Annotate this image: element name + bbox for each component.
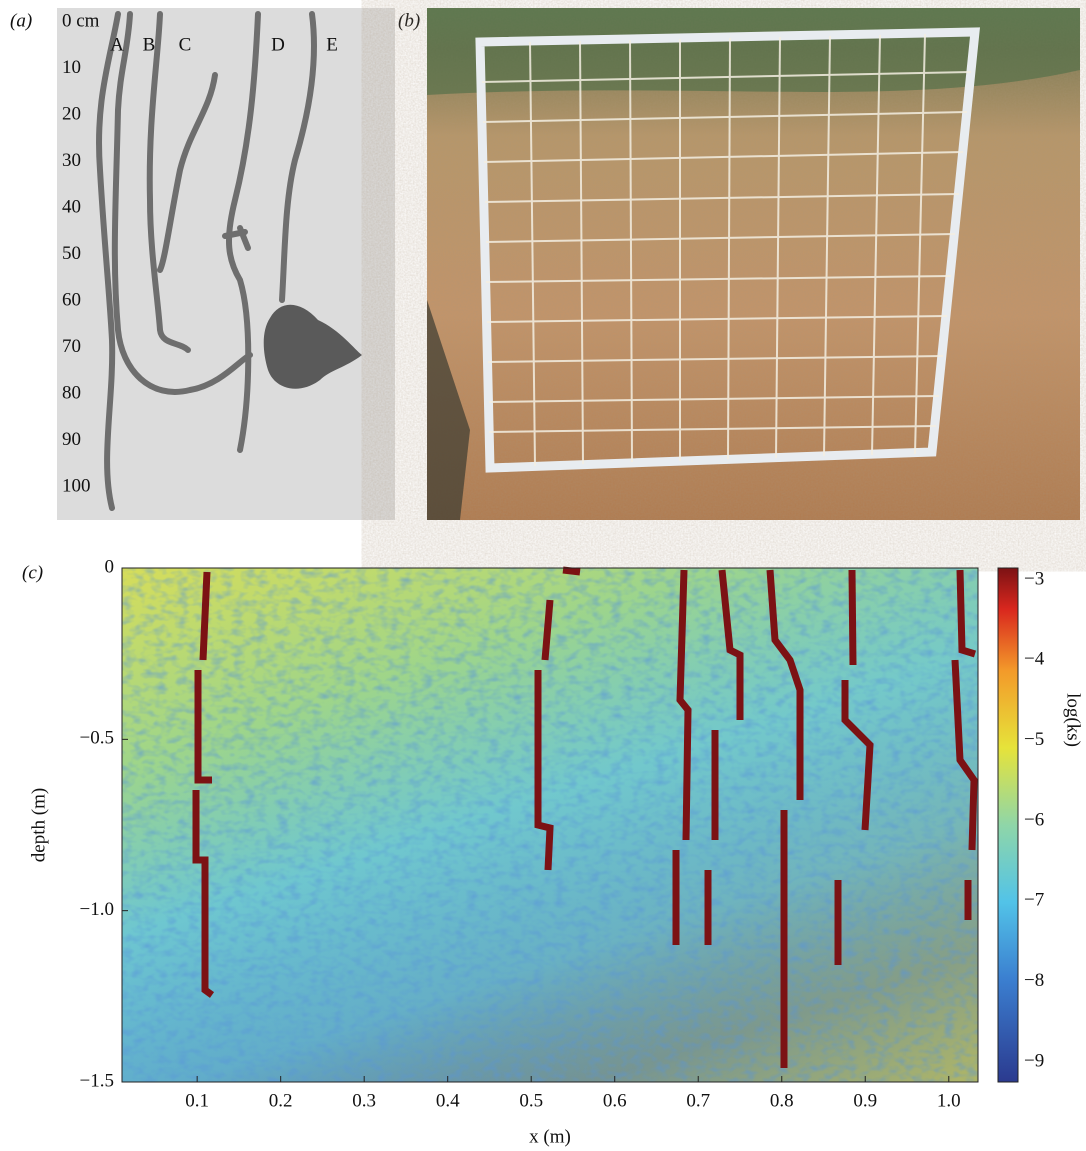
colorbar — [997, 567, 1019, 1083]
x-tick-label: 0.1 — [185, 1090, 209, 1111]
depth-label: 70 — [62, 336, 81, 357]
axes: 0.1 0.2 0.3 0.4 0.5 0.6 0.7 0.8 0.9 1.0 0 −0.5 −1.0 −… — [80, 556, 1045, 1111]
y-tick-label: −1.5 — [80, 1070, 114, 1091]
soil-photo — [427, 8, 1080, 520]
root-channels — [192, 566, 978, 1068]
x-tick-label: 0.9 — [853, 1090, 877, 1111]
x-tick-label: 0.7 — [686, 1090, 710, 1111]
x-tick-label: 0.5 — [519, 1090, 543, 1111]
y-tick-label: 0 — [105, 556, 115, 577]
root-mass — [263, 304, 362, 389]
x-tick-label: 0.2 — [269, 1090, 293, 1111]
colorbar-tick-label: −5 — [1024, 729, 1044, 750]
panel-label: (a) — [10, 10, 32, 31]
x-tick-label: 1.0 — [937, 1090, 961, 1111]
colorbar-tick-label: −3 — [1024, 568, 1044, 589]
x-tick-label: 0.3 — [352, 1090, 376, 1111]
x-tick-label: 0.4 — [436, 1090, 460, 1111]
depth-label: 90 — [62, 429, 81, 450]
root-label: D — [271, 34, 285, 55]
depth-label: 20 — [62, 103, 81, 124]
depth-label: 40 — [62, 196, 81, 217]
depth-label: 0 cm — [62, 10, 100, 31]
depth-label: 30 — [62, 150, 81, 171]
depth-label: 100 — [62, 475, 91, 496]
root-label: C — [179, 34, 192, 55]
depth-label: 80 — [62, 382, 81, 403]
panel-label: (b) — [398, 10, 420, 31]
y-tick-label: −0.5 — [80, 728, 114, 749]
x-tick-label: 0.8 — [770, 1090, 794, 1111]
colorbar-tick-label: −7 — [1024, 890, 1044, 911]
colorbar-tick-label: −9 — [1024, 1050, 1044, 1071]
root-label: E — [326, 34, 338, 55]
depth-label: 60 — [62, 289, 81, 310]
roots — [96, 11, 318, 511]
root-label: A — [110, 34, 124, 55]
panel-label: (c) — [22, 562, 43, 583]
x-axis-label: x (m) — [529, 1126, 571, 1147]
depth-label: 10 — [62, 57, 81, 78]
colorbar-tick-label: −4 — [1024, 649, 1045, 670]
heatmap — [121, 566, 979, 1083]
x-tick-label: 0.6 — [603, 1090, 627, 1111]
depth-scale: 0 cm 10 20 30 40 50 60 70 80 90 100 — [62, 10, 100, 496]
y-axis-label: depth (m) — [28, 788, 49, 862]
colorbar-tick-label: −8 — [1024, 970, 1044, 991]
colorbar-tick-label: −6 — [1024, 809, 1044, 830]
root-label: B — [143, 34, 156, 55]
colorbar-label: log(ks) — [1063, 693, 1084, 747]
y-tick-label: −1.0 — [80, 899, 114, 920]
depth-label: 50 — [62, 243, 81, 264]
